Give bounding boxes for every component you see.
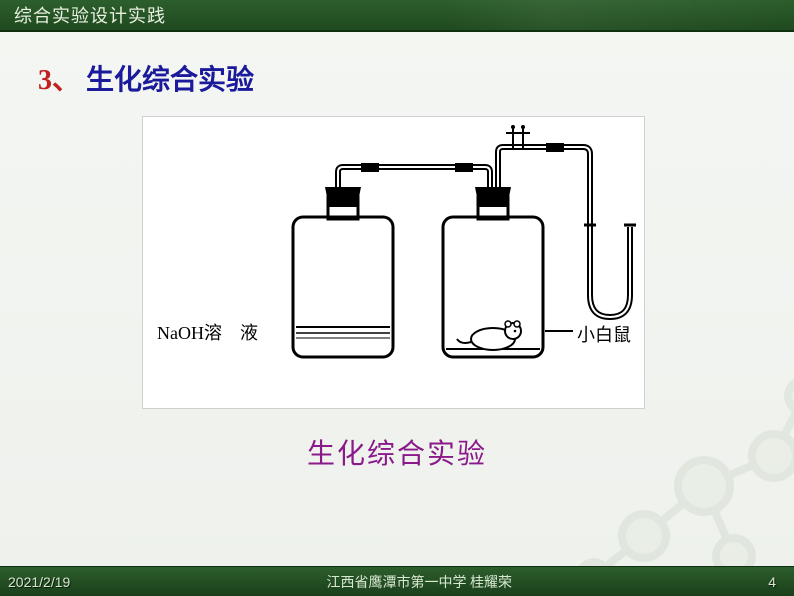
connector-1b xyxy=(455,163,473,172)
stopper-right xyxy=(475,187,511,207)
connector-2 xyxy=(546,143,564,152)
tube-inner-2 xyxy=(498,147,590,227)
utube-outer xyxy=(590,227,630,317)
molecule-bg-icon xyxy=(564,366,794,586)
bottle-left xyxy=(293,217,393,357)
stopper-left xyxy=(325,187,361,207)
label-naoh: NaOH溶 液 xyxy=(157,319,258,345)
footer-date: 2021/2/19 xyxy=(8,574,70,590)
slide: 综合实验设计实践 3、生化综合实验 xyxy=(0,0,794,596)
header-bar: 综合实验设计实践 xyxy=(0,0,794,32)
mouse-icon xyxy=(457,321,521,350)
header-title: 综合实验设计实践 xyxy=(0,2,166,28)
tube-outer-2 xyxy=(498,147,590,227)
connector-1a xyxy=(361,163,379,172)
footer-bar: 2021/2/19 江西省鹰潭市第一中学 桂耀荣 4 xyxy=(0,566,794,596)
section-title: 生化综合实验 xyxy=(86,65,254,96)
footer-page: 4 xyxy=(768,574,776,590)
section-number: 3、 xyxy=(38,65,80,96)
label-mouse: 小白鼠 xyxy=(577,321,631,347)
footer-center: 江西省鹰潭市第一中学 桂耀荣 xyxy=(70,572,768,592)
utube-inner xyxy=(590,227,630,317)
section-heading: 3、生化综合实验 xyxy=(38,58,254,98)
